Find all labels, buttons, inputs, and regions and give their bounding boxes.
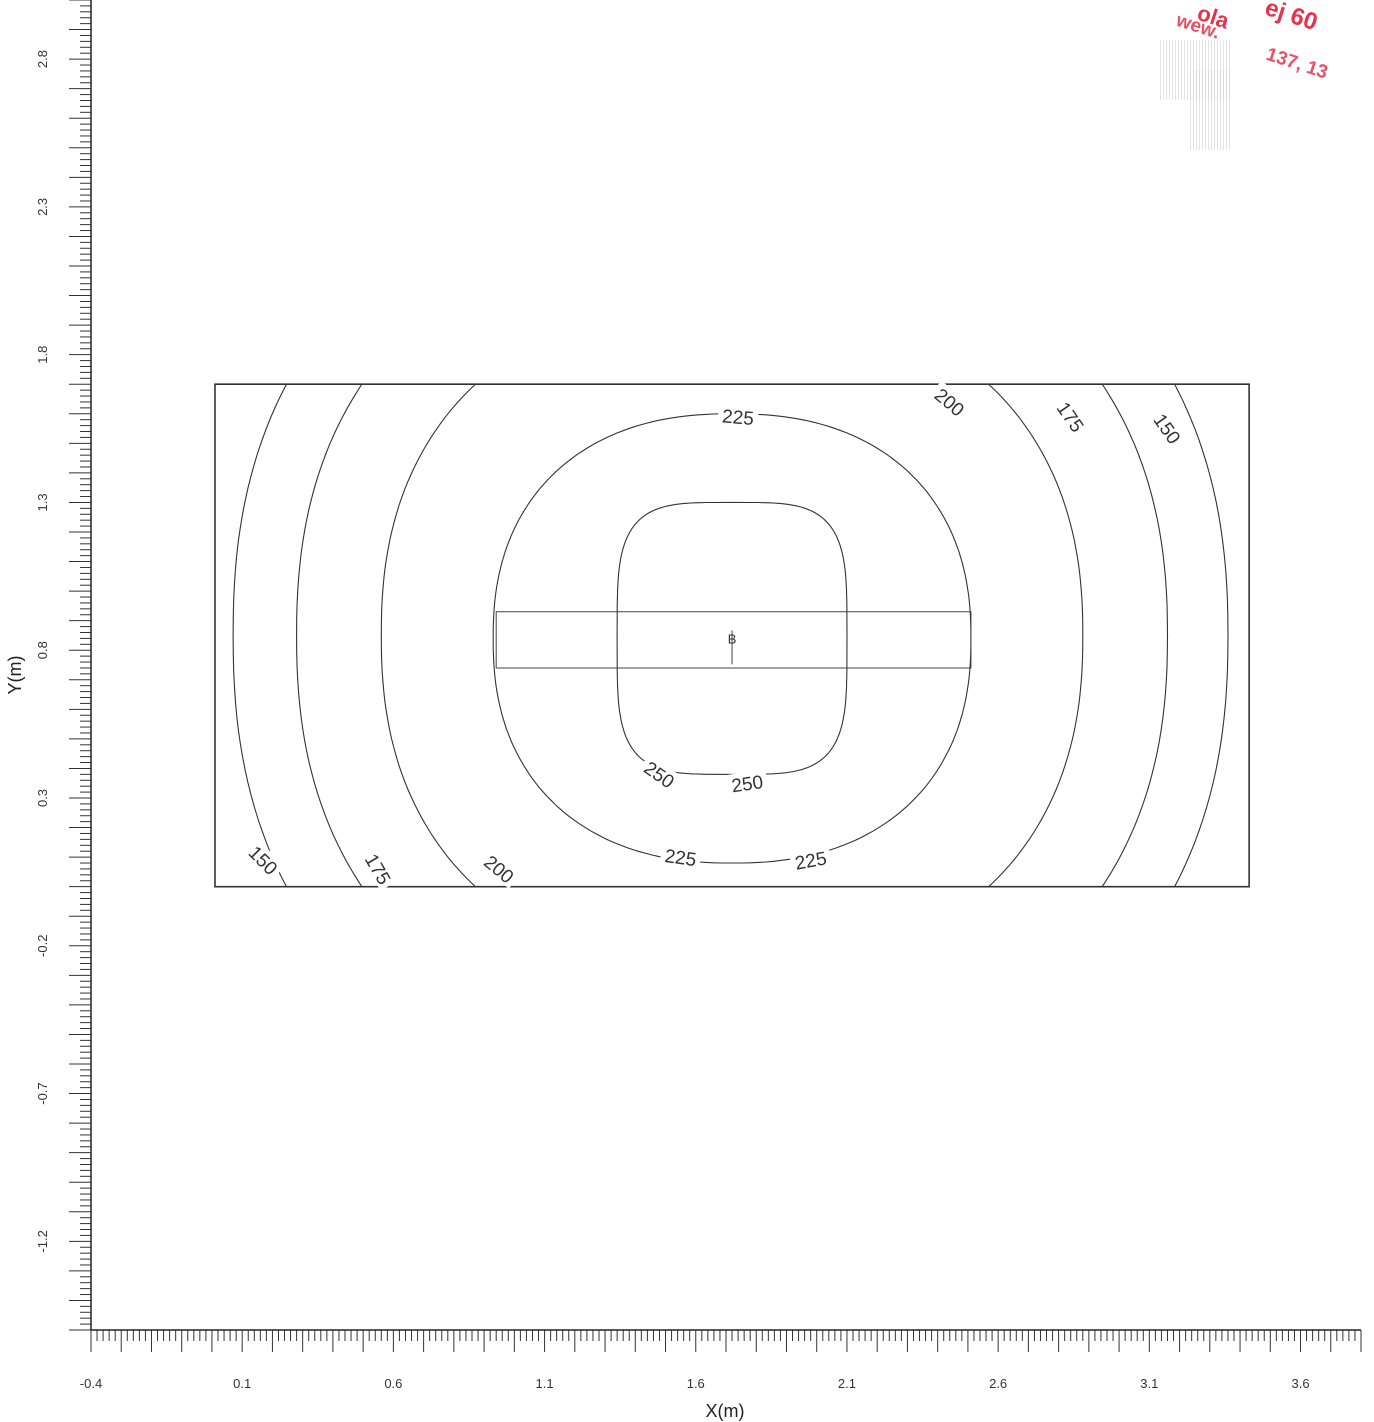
x-tick-label: 0.6 (384, 1376, 402, 1391)
contour-label-backing (1051, 394, 1092, 439)
contour-label: 225 (721, 406, 754, 430)
y-tick-label: 2.3 (35, 198, 50, 216)
contour-200 (380, 384, 1084, 887)
contour-label: 225 (663, 846, 697, 871)
x-tick-labels: -0.4 0.1 0.6 1.1 1.6 2.1 2.6 3.1 3.6 (80, 1376, 1310, 1391)
y-axis-label: Y(m) (5, 656, 25, 695)
x-tick-label: 1.1 (536, 1376, 554, 1391)
contour-250 (616, 501, 848, 775)
luminaire-marker: B (728, 630, 737, 665)
y-tick-label: 0.8 (35, 641, 50, 659)
contour-label-backing (637, 753, 683, 794)
y-tick-label: 1.3 (35, 493, 50, 511)
x-tick-label: 2.1 (838, 1376, 856, 1391)
y-tick-label: -0.7 (35, 1082, 50, 1104)
contour-label: 225 (793, 848, 828, 874)
x-tick-label: -0.4 (80, 1376, 102, 1391)
stamp: ej 60 ola wew. 137, 13 (1150, 0, 1374, 160)
contour-175 (296, 384, 1169, 887)
stamp-text: 137, 13 (1263, 44, 1331, 84)
x-axis-label: X(m) (706, 1401, 745, 1421)
contour-label-backing (789, 845, 832, 873)
contour-label-backing (242, 838, 286, 881)
x-tick-label: 3.6 (1291, 1376, 1309, 1391)
y-axis-ruler (69, 0, 91, 1331)
x-tick-label: 0.1 (233, 1376, 251, 1391)
contour-150 (232, 384, 1229, 887)
calculation-area-outline (214, 383, 1250, 888)
y-tick-label: 0.3 (35, 789, 50, 807)
x-tick-label: 2.6 (989, 1376, 1007, 1391)
luminaire-outline (495, 611, 972, 669)
contour-label: 250 (730, 772, 764, 797)
contour-label-backing (717, 404, 759, 428)
contour-label-backing (478, 847, 522, 889)
luminaire-marker-label: B (728, 631, 737, 646)
y-tick-label: 2.8 (35, 50, 50, 68)
y-tick-label: 1.8 (35, 346, 50, 364)
y-tick-labels: -1.2 -0.7 -0.2 0.3 0.8 1.3 1.8 2.3 2.8 (35, 50, 50, 1252)
contour-lines (232, 384, 1229, 887)
x-tick-label: 3.1 (1140, 1376, 1158, 1391)
contour-label-backing (1148, 405, 1188, 451)
contour-label-backing (659, 843, 702, 869)
contour-label-backing (725, 769, 769, 795)
x-tick-label: 1.6 (687, 1376, 705, 1391)
stamp-text: ej 60 (1261, 0, 1321, 37)
y-tick-label: -0.2 (35, 935, 50, 957)
x-axis-ruler (90, 1330, 1362, 1352)
contour-label-backing (360, 846, 398, 891)
contour-label-backing (928, 380, 973, 422)
y-tick-label: -1.2 (35, 1230, 50, 1252)
contour-225 (492, 413, 972, 864)
